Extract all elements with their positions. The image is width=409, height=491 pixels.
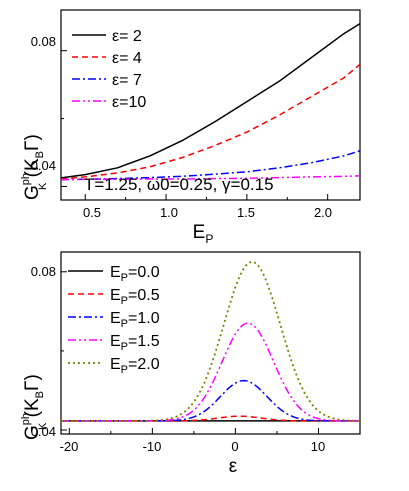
bottom-xtick-label: -10 (143, 439, 162, 454)
bottom-xtick-label: 10 (311, 439, 325, 454)
bottom-y-axis-title: GphK (KBΓ) (20, 374, 49, 440)
bottom-series-group (61, 260, 360, 422)
legend-label: EP=1.5 (110, 333, 160, 353)
bottom-legend: EP=0.0 EP=0.5 EP=1.0 EP=1.5 EP=2.0 (68, 264, 160, 376)
legend-label: ε= 2 (112, 28, 142, 45)
bottom-ticks (61, 271, 361, 434)
top-series-group (60, 22, 361, 181)
top-chart: 0.08 0.04 0.5 1.0 1.5 2.0 EP GphK (KBΓ) … (20, 9, 361, 246)
bottom-series-line-3 (61, 322, 360, 422)
top-series-line-3 (60, 175, 361, 181)
legend-label: EP=1.0 (110, 310, 160, 330)
top-xtick-label: 1.5 (237, 205, 255, 220)
top-legend: ε= 2 ε= 4 ε= 7 ε=10 (72, 28, 146, 111)
bottom-xtick-label: 0 (231, 439, 238, 454)
top-annotation: T=1.25, ω0=0.25, γ=0.15 (84, 175, 274, 194)
top-series-line-1 (60, 63, 361, 180)
top-plot-frame (60, 9, 361, 201)
top-xtick-label: 1.0 (160, 205, 178, 220)
top-x-axis-title: EP (193, 222, 214, 246)
top-ticks (61, 50, 329, 200)
bottom-x-axis-title: ε (229, 456, 238, 477)
legend-label: ε=10 (112, 94, 146, 111)
bottom-ytick-label: 0.08 (31, 264, 56, 279)
bottom-series-line-4 (61, 260, 360, 422)
top-ytick-label: 0.08 (31, 34, 56, 49)
bottom-chart: 0.08 0.04 -20 -10 0 10 ε GphK (KBΓ) EP=0… (20, 251, 361, 477)
top-ytick-label: 0.04 (31, 158, 56, 173)
top-y-axis-title: GphK (KBΓ) (20, 134, 49, 200)
top-series-line-0 (60, 22, 361, 179)
legend-label: EP=0.5 (110, 287, 160, 307)
top-series-line-2 (60, 150, 361, 181)
legend-label: ε= 7 (112, 72, 142, 89)
legend-label: EP=2.0 (110, 356, 160, 376)
top-xtick-label: 2.0 (314, 205, 332, 220)
legend-label: EP=0.0 (110, 264, 160, 284)
legend-label: ε= 4 (112, 50, 142, 67)
bottom-xtick-label: -20 (60, 439, 79, 454)
top-xtick-label: 0.5 (83, 205, 101, 220)
bottom-ytick-label: 0.04 (31, 424, 56, 439)
bottom-plot-frame (60, 251, 361, 435)
